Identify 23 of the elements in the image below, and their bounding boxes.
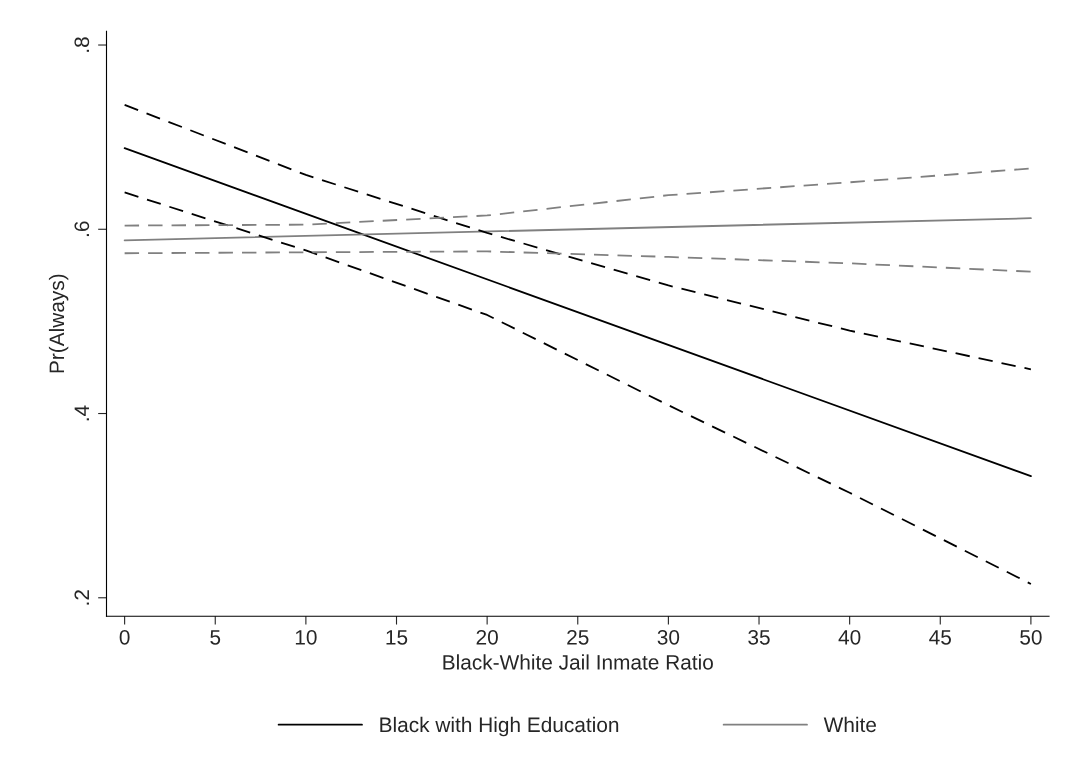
x-axis-title: Black-White Jail Inmate Ratio — [443, 654, 713, 670]
y-tick-label: .4 — [74, 405, 89, 421]
line-series — [123, 191, 1032, 585]
x-tick-label: 15 — [386, 630, 408, 645]
x-tick-label: 35 — [748, 629, 770, 645]
x-tick-label: 20 — [476, 629, 498, 645]
x-tick-label: 40 — [838, 629, 861, 645]
x-tick-label: 5 — [210, 630, 221, 645]
line-series — [123, 103, 1032, 371]
y-tick-label: .6 — [74, 221, 90, 237]
x-tick-label: 30 — [657, 629, 680, 645]
legend-label: White — [823, 716, 876, 733]
legend-label: Black with High Education — [380, 716, 619, 737]
x-tick-label: 50 — [1020, 629, 1042, 645]
x-tick-label: 25 — [567, 629, 589, 645]
line-series — [123, 167, 1032, 227]
line-series — [123, 250, 1032, 273]
x-tick-label: 10 — [295, 629, 317, 645]
y-axis-title: Pr(Always) — [48, 274, 69, 373]
x-tick-label: 45 — [929, 630, 951, 645]
x-tick-label: 0 — [119, 629, 130, 645]
y-tick-label: .2 — [74, 590, 89, 605]
y-tick-label: .8 — [74, 37, 90, 52]
